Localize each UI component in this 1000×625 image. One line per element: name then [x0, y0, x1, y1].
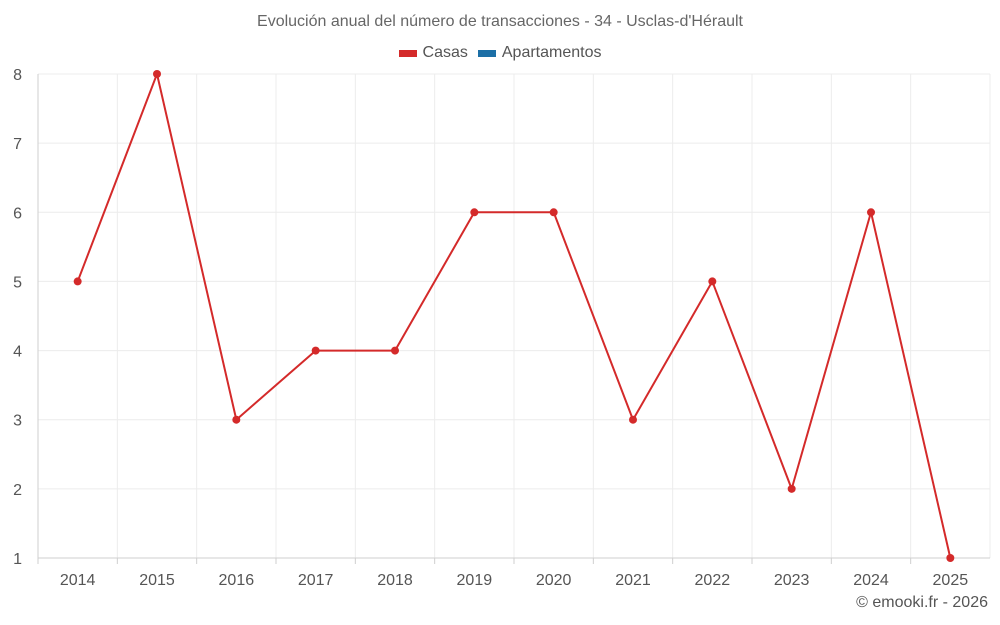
y-tick-label: 7 [13, 136, 22, 153]
legend-swatch-casas [398, 49, 417, 57]
chart-title: Evolución anual del número de transaccio… [257, 13, 743, 30]
legend-label-apartamentos: Apartamentos [501, 44, 602, 61]
grid [37, 73, 991, 558]
data-point [311, 346, 320, 355]
y-tick-label: 4 [13, 344, 22, 361]
series-layer [73, 70, 955, 562]
data-point [391, 346, 399, 355]
data-point [549, 208, 558, 217]
y-tick-label: 8 [13, 67, 22, 84]
y-axis-tick-labels: 1 2 3 4 5 6 7 8 [13, 67, 22, 568]
data-point [787, 484, 796, 493]
legend: Casas Apartamentos [0, 44, 1000, 62]
credit-text: © emooki.fr - 2026 [856, 594, 988, 611]
x-tick-label: 2019 [457, 572, 493, 589]
data-point [232, 415, 241, 424]
x-tick-label: 2022 [695, 572, 731, 589]
data-point [629, 415, 637, 424]
data-point [153, 70, 161, 78]
x-tick-label: 2025 [933, 572, 969, 589]
x-tick-label: 2020 [536, 572, 572, 589]
x-tick-label: 2017 [298, 572, 334, 589]
y-tick-label: 1 [13, 551, 22, 568]
x-tick-label: 2014 [60, 572, 96, 589]
x-tick-label: 2024 [853, 572, 889, 589]
y-tick-label: 6 [13, 205, 22, 222]
legend-swatch-apartamentos [477, 49, 496, 57]
x-tick-label: 2016 [219, 572, 255, 589]
x-tick-label: 2018 [377, 572, 413, 589]
legend-label-casas: Casas [422, 44, 468, 61]
y-tick-label: 3 [13, 413, 22, 430]
data-point [946, 554, 955, 562]
x-axis-tick-labels: 2014 2015 2016 2017 2018 2019 2020 2021 2022 2023… [60, 572, 968, 589]
y-tick-label: 5 [13, 274, 22, 291]
data-point [470, 208, 479, 217]
data-point [73, 277, 82, 286]
x-tick-label: 2015 [139, 572, 175, 589]
legend-item-apartamentos[interactable]: Apartamentos [477, 44, 602, 62]
series-line [76, 73, 952, 559]
x-tick-label: 2023 [774, 572, 810, 589]
axes [37, 74, 990, 564]
x-tick-label: 2021 [615, 572, 651, 589]
legend-item-casas[interactable]: Casas [398, 44, 468, 62]
data-point [867, 208, 875, 217]
data-point [708, 277, 717, 286]
y-tick-label: 2 [13, 482, 22, 499]
